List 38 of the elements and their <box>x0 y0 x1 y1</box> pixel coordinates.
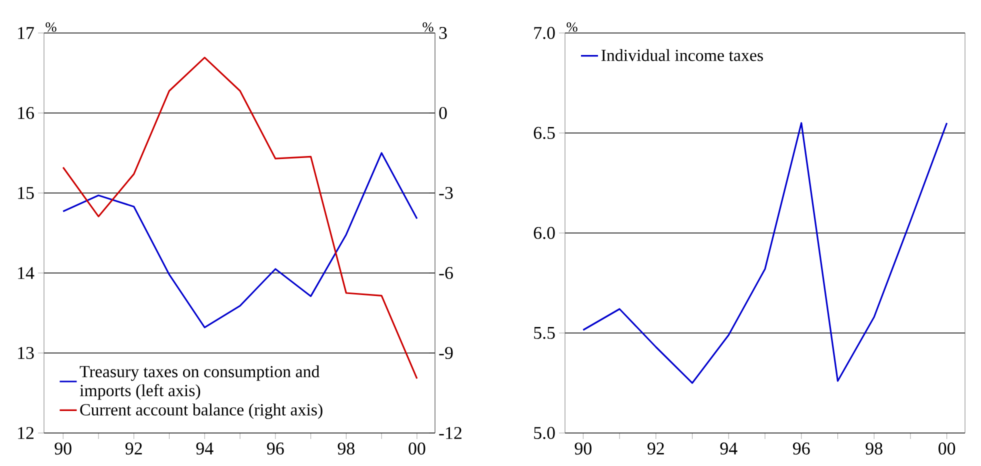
line-series <box>62 56 418 380</box>
y2-tick-label: 0 <box>439 106 447 120</box>
x-tick-label: 96 <box>267 442 284 455</box>
y-tick-label: 5.5 <box>534 326 555 339</box>
y-tick-label: 7.0 <box>534 26 555 40</box>
y-tick-label: 5.0 <box>534 426 555 440</box>
line-series <box>582 122 948 384</box>
y-tick-label: 15 <box>18 186 34 200</box>
x-tick-label: 00 <box>938 442 956 455</box>
y-axis-title: % <box>46 22 56 32</box>
y-axis-title: % <box>566 22 578 32</box>
x-tick-label: 98 <box>338 442 354 455</box>
y2-tick-label: -12 <box>439 427 462 439</box>
y-tick-label: 13 <box>18 346 34 360</box>
line-series <box>62 152 418 328</box>
x-tick-label: 92 <box>125 442 142 455</box>
y2-tick-label: 3 <box>439 26 447 40</box>
y2-tick-label: -6 <box>439 266 453 280</box>
y2-tick-label: -9 <box>439 346 453 360</box>
y-tick-label: 17 <box>18 27 34 39</box>
x-tick-label: 98 <box>866 442 882 455</box>
y2-tick-label: -3 <box>439 186 453 200</box>
x-tick-label: 94 <box>720 442 738 455</box>
legend-label: Treasury taxes on consumption and imports (left axis) <box>80 365 320 400</box>
legend-label: Current account balance (right axis) <box>80 404 322 419</box>
y-tick-label: 14 <box>18 267 34 279</box>
x-tick-label: 00 <box>408 442 426 455</box>
legend-label: Individual income taxes <box>601 49 763 62</box>
x-tick-label: 90 <box>54 442 72 455</box>
y-tick-label: 6.5 <box>534 126 555 140</box>
y-tick-label: 6.0 <box>534 226 555 240</box>
x-tick-label: 90 <box>574 442 592 455</box>
y-tick-label: 12 <box>18 427 34 439</box>
y-tick-label: 16 <box>18 106 34 120</box>
x-tick-label: 92 <box>648 442 664 455</box>
x-tick-label: 96 <box>792 442 810 455</box>
x-tick-label: 94 <box>196 442 214 455</box>
y2-axis-title: % <box>422 22 434 32</box>
